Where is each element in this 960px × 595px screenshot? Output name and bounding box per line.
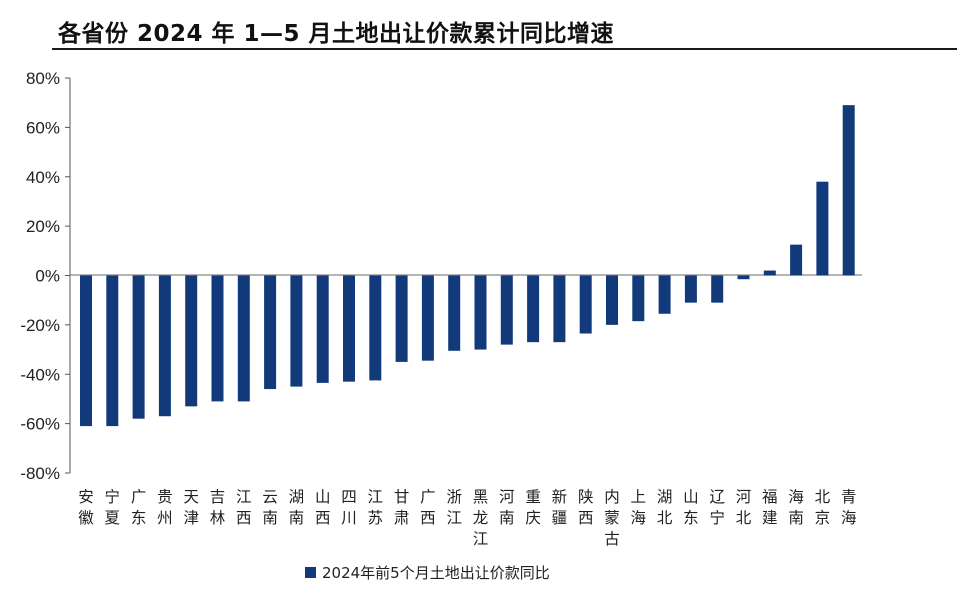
bar bbox=[579, 275, 592, 334]
y-tick-label: 20% bbox=[26, 217, 60, 236]
x-category-label: 辽宁 bbox=[709, 488, 725, 527]
x-category-label: 广西 bbox=[420, 488, 436, 527]
y-tick-label: -40% bbox=[20, 365, 60, 384]
legend: 2024年前5个月土地出让价款同比 bbox=[305, 562, 550, 583]
x-category-label: 青海 bbox=[841, 488, 857, 527]
legend-label: 2024年前5个月土地出让价款同比 bbox=[322, 564, 550, 582]
x-category-label: 山西 bbox=[315, 488, 331, 527]
x-category-label: 贵州 bbox=[157, 488, 173, 527]
bar bbox=[421, 275, 434, 361]
x-category-label: 甘肃 bbox=[394, 488, 410, 527]
bar bbox=[343, 275, 355, 382]
bar bbox=[474, 275, 487, 350]
x-category-label: 黑龙江 bbox=[473, 488, 489, 548]
x-category-label: 河南 bbox=[499, 488, 515, 527]
x-category-label: 新疆 bbox=[552, 488, 568, 527]
y-axis-ticks: 80% 60% 40% 20% 0% -20% -40% -60% -80% bbox=[20, 69, 70, 483]
x-category-label: 上海 bbox=[631, 488, 647, 527]
y-tick-label: 60% bbox=[26, 118, 60, 137]
x-category-label: 海南 bbox=[788, 488, 804, 527]
bar bbox=[684, 275, 697, 303]
y-tick-label: 40% bbox=[26, 168, 60, 187]
x-category-label: 内蒙古 bbox=[604, 488, 620, 548]
bar bbox=[632, 275, 645, 322]
bar bbox=[316, 275, 329, 383]
bar bbox=[395, 275, 408, 362]
x-category-label: 吉林 bbox=[210, 488, 226, 527]
bar bbox=[106, 275, 119, 427]
x-category-label: 安徽 bbox=[78, 488, 94, 527]
x-category-label: 广东 bbox=[131, 488, 147, 527]
x-category-label: 北京 bbox=[815, 488, 831, 527]
bar bbox=[763, 270, 776, 276]
bar bbox=[500, 275, 513, 345]
bar bbox=[790, 244, 803, 276]
y-tick-label: -20% bbox=[20, 316, 60, 335]
bar bbox=[158, 275, 171, 417]
bar bbox=[816, 181, 829, 276]
bar bbox=[237, 275, 250, 402]
bar bbox=[80, 275, 92, 427]
bar bbox=[185, 275, 198, 407]
bar bbox=[553, 275, 566, 343]
bars bbox=[80, 105, 855, 427]
x-category-label: 浙江 bbox=[446, 488, 462, 527]
y-tick-label: 0% bbox=[35, 267, 60, 286]
bar bbox=[264, 275, 277, 390]
category-labels: 安徽宁夏广东贵州天津吉林江西云南湖南山西四川江苏甘肃广西浙江黑龙江河南重庆新疆陕… bbox=[78, 488, 856, 548]
x-category-label: 湖南 bbox=[289, 488, 305, 527]
bar bbox=[658, 275, 671, 314]
bar bbox=[527, 275, 540, 343]
y-tick-label: 80% bbox=[26, 69, 60, 88]
x-category-label: 福建 bbox=[762, 488, 778, 527]
x-category-label: 河北 bbox=[736, 488, 752, 527]
bar bbox=[448, 275, 461, 351]
legend-swatch bbox=[305, 567, 316, 578]
y-tick-label: -80% bbox=[20, 464, 60, 483]
y-tick-label: -60% bbox=[20, 415, 60, 434]
x-category-label: 宁夏 bbox=[105, 488, 121, 527]
x-category-label: 山东 bbox=[683, 488, 699, 527]
x-category-label: 陕西 bbox=[578, 488, 594, 527]
bar bbox=[737, 275, 750, 280]
x-category-label: 重庆 bbox=[525, 488, 541, 527]
bar bbox=[842, 105, 855, 276]
bar bbox=[132, 275, 145, 419]
x-category-label: 江西 bbox=[236, 488, 252, 527]
bar bbox=[711, 275, 724, 303]
chart-title: 各省份 2024 年 1—5 月土地出让价款累计同比增速 bbox=[58, 21, 615, 47]
x-category-label: 云南 bbox=[262, 488, 278, 527]
x-category-label: 天津 bbox=[183, 488, 199, 527]
bar bbox=[369, 275, 382, 381]
x-category-label: 湖北 bbox=[657, 488, 673, 527]
title-underline bbox=[52, 48, 957, 50]
x-category-label: 江苏 bbox=[368, 488, 384, 527]
bar bbox=[606, 275, 618, 325]
x-category-label: 四川 bbox=[341, 488, 357, 527]
bar bbox=[211, 275, 224, 402]
bar bbox=[290, 275, 303, 387]
